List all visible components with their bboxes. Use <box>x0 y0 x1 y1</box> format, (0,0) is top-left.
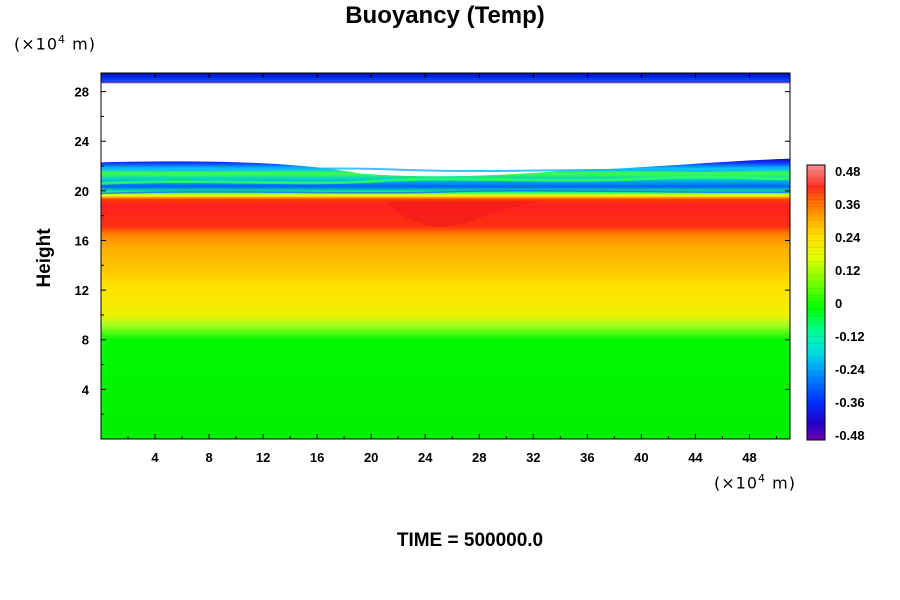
buoyancy-field <box>101 73 790 439</box>
y-tick-label: 24 <box>75 134 90 149</box>
x-tick-label: 44 <box>688 450 703 465</box>
colorbar-tick-label: 0.36 <box>835 197 860 212</box>
colorbar-tick-label: -0.48 <box>835 428 865 443</box>
x-tick-label: 12 <box>256 450 270 465</box>
upper-band-edge <box>101 154 790 177</box>
band-wave-green <box>100 175 791 185</box>
x-tick-label: 24 <box>418 450 433 465</box>
x-tick-label: 8 <box>205 450 212 465</box>
x-tick-label: 20 <box>364 450 378 465</box>
colorbar-tick-label: 0.12 <box>835 263 860 278</box>
x-tick-label: 4 <box>151 450 159 465</box>
colorbar-tick-label: -0.24 <box>835 362 865 377</box>
y-tick-label: 8 <box>82 333 89 348</box>
x-tick-label: 48 <box>742 450 756 465</box>
y-unit-exponent: 4 <box>58 33 67 46</box>
time-label: TIME = 500000.0 <box>396 530 544 551</box>
x-tick-label: 28 <box>472 450 486 465</box>
colorbar-tick-label: 0.48 <box>835 164 860 179</box>
x-tick-label: 40 <box>634 450 648 465</box>
x-unit-prefix: (×10 <box>714 473 759 493</box>
colorbar-tick-label: -0.36 <box>835 395 865 410</box>
band-wave-dark <box>100 189 791 195</box>
x-axis-unit: (×104 m) <box>714 472 796 492</box>
band-wave-blue <box>100 167 791 173</box>
y-tick-label: 12 <box>75 283 89 298</box>
y-tick-label: 20 <box>75 184 89 199</box>
y-unit-suffix: m) <box>66 34 96 54</box>
colorbar-tick-label: 0 <box>835 296 842 311</box>
y-tick-label: 4 <box>82 382 90 397</box>
colorbar <box>806 164 826 441</box>
y-axis-unit: (×104 m) <box>14 33 96 53</box>
x-tick-label: 32 <box>526 450 540 465</box>
plot-frame <box>100 72 791 440</box>
colorbar-tick-label: -0.12 <box>835 329 865 344</box>
colorbar-tick-label: 0.24 <box>835 230 861 245</box>
x-tick-label: 36 <box>580 450 594 465</box>
x-tick-label: 16 <box>310 450 324 465</box>
x-unit-exponent: 4 <box>758 472 767 485</box>
y-axis-title: Height <box>34 228 55 288</box>
y-tick-label: 28 <box>75 85 89 100</box>
chart-title: Buoyancy (Temp) <box>345 2 545 29</box>
y-tick-label: 16 <box>75 233 89 248</box>
y-unit-prefix: (×10 <box>14 34 59 54</box>
warm-core <box>384 200 547 227</box>
x-unit-suffix: m) <box>766 473 796 493</box>
